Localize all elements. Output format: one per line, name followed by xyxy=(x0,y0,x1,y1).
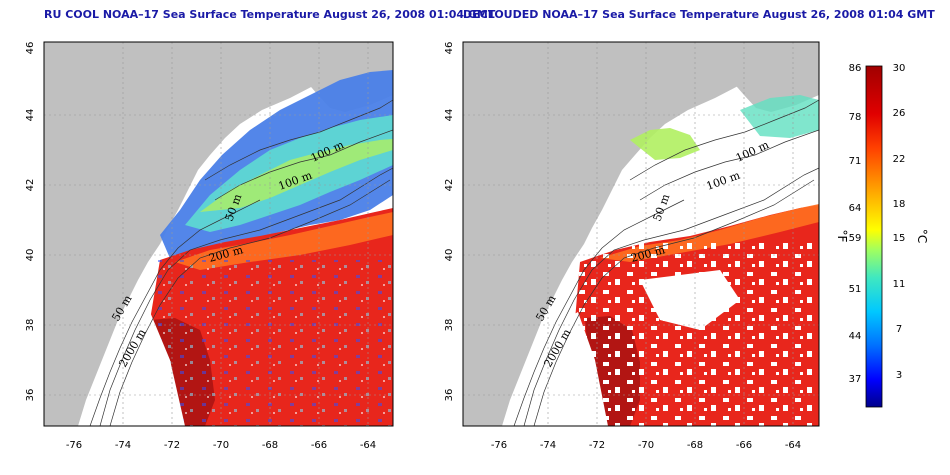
colorbar-c-tick: 18 xyxy=(893,199,906,210)
left-y-tick: 46 xyxy=(25,42,36,55)
colorbar-f-ticks: 86 78 71 64 59 51 44 37 xyxy=(849,63,862,385)
left-y-tick: 44 xyxy=(25,109,36,122)
colorbar-c-tick: 7 xyxy=(896,324,902,335)
right-x-tick: -68 xyxy=(687,440,703,451)
colorbar-f-tick: 86 xyxy=(849,63,862,74)
left-x-tick: -70 xyxy=(213,440,229,451)
right-y-tick: 40 xyxy=(444,249,455,262)
right-x-tick: -74 xyxy=(540,440,556,451)
left-x-tick: -68 xyxy=(262,440,278,451)
colorbar-f-tick: 78 xyxy=(849,112,862,123)
right-y-tick: 36 xyxy=(444,389,455,402)
right-land-ns xyxy=(726,42,819,112)
left-nodata xyxy=(105,312,185,426)
colorbar-ramp xyxy=(865,65,883,408)
left-y-tick: 42 xyxy=(25,179,36,192)
right-land xyxy=(463,42,819,426)
right-sst-cool2 xyxy=(740,95,819,138)
left-x-tick: -76 xyxy=(66,440,82,451)
left-map-frame xyxy=(43,41,394,427)
right-y-tick: 38 xyxy=(444,319,455,332)
map-title-left: RU COOL NOAA–17 Sea Surface Temperature … xyxy=(44,8,496,21)
right-grid xyxy=(463,42,819,426)
right-x-tick: -72 xyxy=(589,440,605,451)
right-sst-cool xyxy=(630,128,700,160)
right-map-frame xyxy=(462,41,820,427)
colorbar-c-tick: 30 xyxy=(893,63,906,74)
left-y-ticks: 46 44 42 40 38 36 xyxy=(25,42,36,402)
colorbar-f-unit: °F xyxy=(835,230,849,243)
right-y-tick: 42 xyxy=(444,179,455,192)
right-x-ticks: -76 -74 -72 -70 -68 -66 -64 xyxy=(491,440,801,451)
right-x-tick: -66 xyxy=(736,440,752,451)
colorbar: 86 78 71 64 59 51 44 37 30 26 22 18 15 1… xyxy=(835,63,929,408)
right-cloud-mask xyxy=(575,240,819,426)
colorbar-c-unit: °C xyxy=(915,229,929,243)
right-y-tick: 44 xyxy=(444,109,455,122)
colorbar-c-tick: 22 xyxy=(893,154,906,165)
left-land xyxy=(44,42,393,426)
left-y-tick: 40 xyxy=(25,249,36,262)
right-x-tick: -76 xyxy=(491,440,507,451)
right-gap xyxy=(640,270,740,330)
colorbar-c-tick: 26 xyxy=(893,108,906,119)
colorbar-f-tick: 71 xyxy=(849,156,862,167)
colorbar-f-tick: 51 xyxy=(849,284,862,295)
colorbar-c-ticks: 30 26 22 18 15 11 7 3 xyxy=(893,63,906,381)
colorbar-c-tick: 15 xyxy=(893,233,906,244)
left-x-ticks: -74 -72 -70 -68 -66 -64 -76 xyxy=(66,440,376,451)
colorbar-c-tick: 11 xyxy=(893,279,906,290)
colorbar-f-tick: 37 xyxy=(849,374,862,385)
colorbar-f-tick: 59 xyxy=(849,233,862,244)
left-y-tick: 36 xyxy=(25,389,36,402)
left-x-tick: -64 xyxy=(360,440,376,451)
left-sst-green xyxy=(200,139,393,212)
left-speckle xyxy=(150,260,393,426)
left-sst-orange xyxy=(175,212,393,270)
right-y-tick: 46 xyxy=(444,42,455,55)
map-title-right: DECLOUDED NOAA–17 Sea Surface Temperatur… xyxy=(463,8,935,21)
left-x-tick: -66 xyxy=(311,440,327,451)
right-y-ticks: 46 44 42 40 38 36 xyxy=(444,42,455,402)
right-map: 100 m 100 m 50 m 200 m 50 m 2000 m -76 -… xyxy=(444,41,820,451)
left-map: 100 m 100 m 50 m 200 m 50 m 2000 m -74 -… xyxy=(25,41,394,451)
left-x-tick: -72 xyxy=(164,440,180,451)
left-grid xyxy=(44,42,393,426)
colorbar-c-tick: 3 xyxy=(896,370,902,381)
colorbar-f-tick: 64 xyxy=(849,203,862,214)
right-x-tick: -70 xyxy=(638,440,654,451)
right-x-tick: -64 xyxy=(785,440,801,451)
colorbar-f-tick: 44 xyxy=(849,331,862,342)
left-x-tick: -74 xyxy=(115,440,131,451)
left-y-tick: 38 xyxy=(25,319,36,332)
